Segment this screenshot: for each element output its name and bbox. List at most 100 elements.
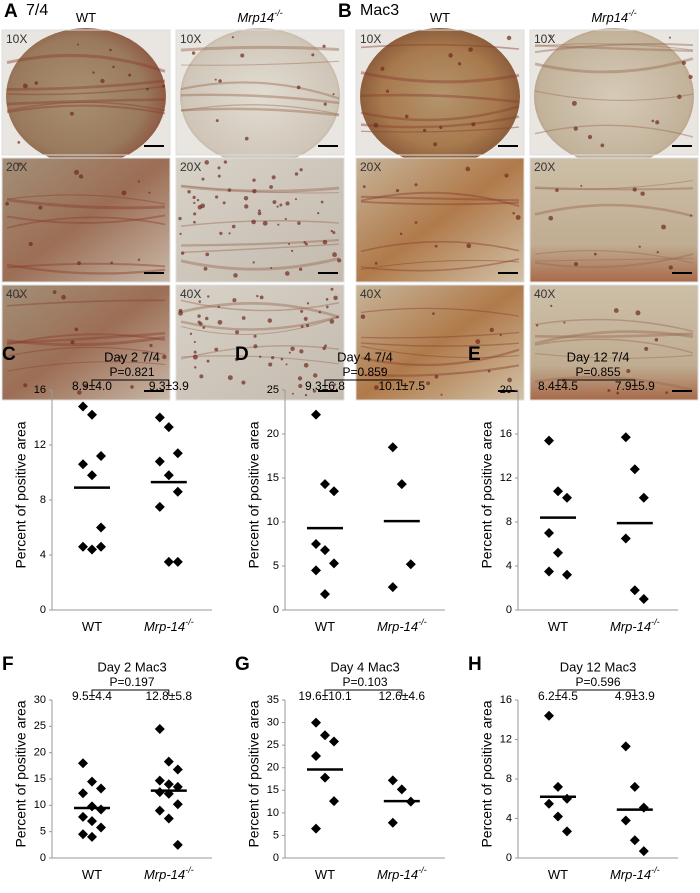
- tissue-fiber: [360, 71, 520, 84]
- micrograph-frame: [355, 157, 525, 283]
- mean-label: 9.5±4.4: [72, 689, 112, 703]
- stained-cell: [285, 363, 288, 366]
- data-point: [87, 801, 97, 812]
- stained-cell: [426, 381, 430, 386]
- data-point: [629, 464, 640, 475]
- data-point: [96, 522, 106, 533]
- stained-cell: [252, 178, 256, 182]
- stained-cell: [267, 318, 273, 323]
- stained-cell: [227, 375, 233, 381]
- mean-label: 9.3±6.8: [305, 379, 345, 393]
- stained-cell: [253, 344, 258, 349]
- stained-cell: [231, 36, 234, 39]
- chart-title: Day 12 Mac3: [560, 659, 637, 674]
- stained-cell: [504, 173, 509, 178]
- data-point: [620, 741, 631, 752]
- tissue-fiber: [360, 307, 520, 317]
- column-header-main: WT: [76, 10, 96, 25]
- data-point: [78, 401, 88, 412]
- stained-cell: [38, 205, 43, 210]
- stained-cell: [192, 195, 196, 200]
- stained-cell: [399, 232, 403, 236]
- panel-letter: B: [338, 1, 352, 22]
- micrograph: [529, 157, 699, 283]
- micrograph-bg: [530, 158, 698, 282]
- tissue-fiber: [534, 124, 694, 138]
- stained-cell: [193, 340, 196, 343]
- y-tick-label: 5: [273, 829, 279, 841]
- stained-cell: [92, 71, 95, 74]
- stained-cell: [298, 383, 303, 389]
- tissue-fiber: [360, 43, 520, 50]
- stained-cell: [326, 305, 329, 309]
- stained-cell: [434, 374, 439, 379]
- x-tick-label-sup: -/-: [185, 617, 194, 627]
- data-point: [629, 835, 640, 846]
- panel-letter: A: [4, 1, 18, 22]
- stained-cell: [256, 294, 259, 298]
- stained-cell: [232, 298, 237, 303]
- x-tick-label-sup: -/-: [651, 617, 660, 627]
- stained-cell: [322, 239, 328, 245]
- stained-cell: [548, 215, 554, 221]
- stained-cell: [206, 359, 210, 363]
- stained-cell: [332, 93, 335, 96]
- stained-cell: [457, 62, 462, 66]
- micrograph: [1, 157, 171, 283]
- stained-cell: [17, 162, 21, 167]
- stained-cell: [322, 346, 326, 351]
- stained-cell: [385, 89, 390, 93]
- tissue-fiber: [360, 195, 520, 202]
- stained-cell: [656, 250, 659, 254]
- micrograph-frame: [175, 284, 345, 401]
- y-tick-label: 16: [34, 384, 46, 396]
- data-point: [78, 829, 88, 840]
- chart-title: Day 2 7/4: [104, 349, 160, 364]
- stained-cell: [284, 217, 287, 221]
- y-axis-label: Percent of positive area: [479, 700, 495, 847]
- x-tick-label-sup: -/-: [185, 865, 194, 875]
- panel-stain: Mac3: [360, 2, 399, 19]
- data-point: [172, 486, 183, 497]
- panel-stain: 7/4: [26, 2, 48, 19]
- stained-cell: [414, 183, 418, 187]
- stained-cell: [181, 251, 185, 255]
- stained-cell: [573, 126, 578, 131]
- stained-cell: [191, 51, 196, 55]
- stained-cell: [360, 314, 366, 320]
- mean-label: 10.1±7.5: [378, 379, 425, 393]
- data-point: [311, 409, 321, 420]
- y-tick-label: 10: [267, 807, 279, 819]
- tissue-fiber: [180, 257, 340, 271]
- stained-cell: [234, 357, 239, 362]
- data-point: [544, 566, 554, 577]
- column-header: WT: [430, 10, 450, 25]
- stained-cell: [337, 258, 342, 263]
- tissue-fiber: [180, 60, 340, 66]
- micrograph-bg: [176, 285, 344, 400]
- data-point: [620, 815, 631, 826]
- stained-cell: [137, 180, 140, 183]
- tissue-fiber: [534, 57, 694, 74]
- stained-cell: [332, 231, 336, 235]
- column-header-main: Mrp14: [591, 10, 628, 25]
- micrograph: [175, 284, 345, 401]
- chart-title: Day 4 7/4: [337, 349, 393, 364]
- tissue-section: [360, 28, 520, 165]
- stained-cell: [333, 295, 338, 301]
- stained-cell: [70, 340, 75, 345]
- stained-cell: [626, 368, 631, 374]
- stained-cell: [291, 392, 294, 395]
- stained-cell: [487, 369, 491, 373]
- tissue-fiber: [180, 345, 340, 360]
- stained-cell: [296, 85, 301, 90]
- data-point: [638, 846, 649, 857]
- stained-cell: [506, 35, 512, 41]
- stained-cell: [499, 333, 502, 337]
- stained-cell: [217, 305, 221, 309]
- tissue-fiber: [534, 43, 694, 54]
- x-tick-label-main: WT: [82, 867, 102, 882]
- x-tick-label-main: Mrp-14: [377, 867, 418, 882]
- data-point: [78, 459, 88, 470]
- stained-cell: [613, 308, 619, 313]
